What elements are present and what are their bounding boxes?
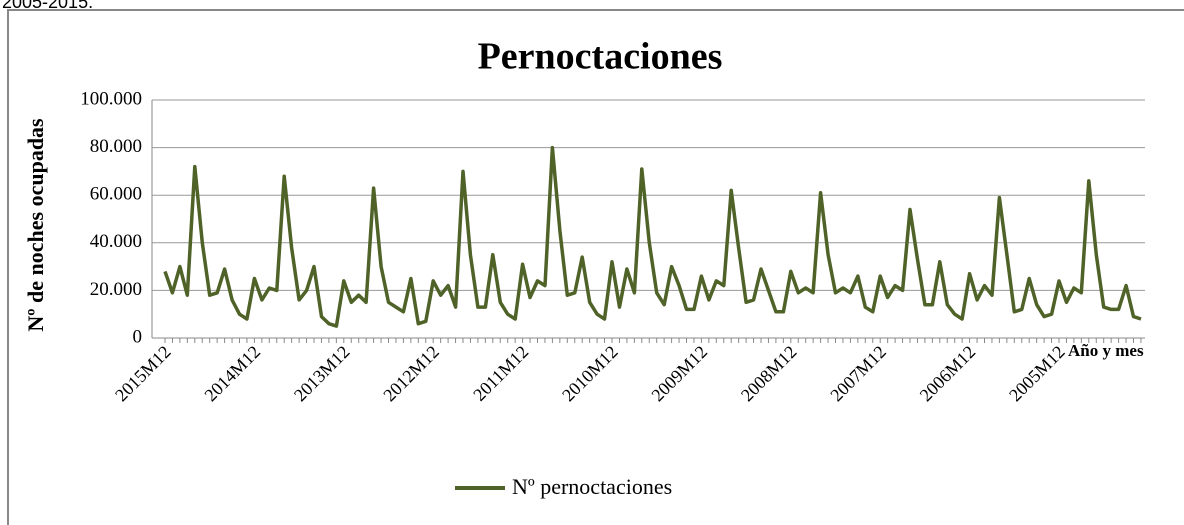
y-tick-label: 100.000	[80, 88, 142, 109]
x-tick-label: 2011M12	[469, 342, 532, 405]
x-tick-label: 2015M12	[111, 342, 175, 406]
frame	[7, 9, 1184, 525]
y-tick-label: 40.000	[90, 231, 142, 252]
caption: 2005-2015.	[2, 0, 93, 12]
y-tick-label: 20.000	[90, 279, 142, 300]
y-tick-label: 80.000	[90, 136, 142, 157]
x-tick-label: 2013M12	[290, 342, 354, 406]
series-line	[163, 145, 1142, 328]
chart-title: Pernoctaciones	[478, 36, 723, 78]
legend-label: Nº pernoctaciones	[512, 474, 672, 499]
y-tick-label: 60.000	[90, 184, 142, 205]
x-tick-label: 2005M12	[1005, 342, 1069, 406]
x-axis-label: Año y mes	[1068, 341, 1144, 360]
x-tick-label: 2006M12	[916, 342, 980, 406]
x-tick-label: 2014M12	[200, 342, 264, 406]
x-tick-label: 2009M12	[647, 342, 711, 406]
y-axis-label: Nº de noches ocupadas	[23, 118, 48, 332]
x-tick-label: 2007M12	[826, 342, 890, 406]
x-tick-label: 2012M12	[379, 342, 443, 406]
x-tick-label: 2008M12	[737, 342, 801, 406]
y-tick-label: 0	[133, 326, 143, 347]
x-tick-label: 2010M12	[558, 342, 622, 406]
